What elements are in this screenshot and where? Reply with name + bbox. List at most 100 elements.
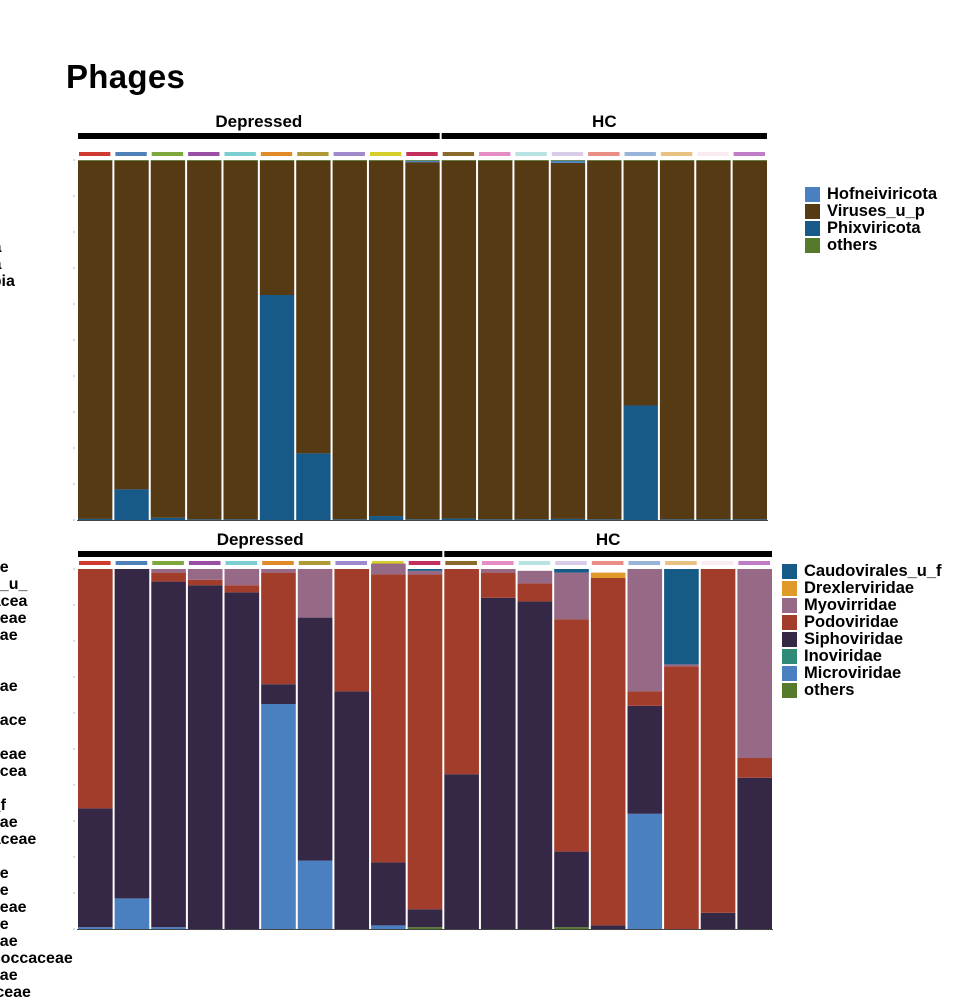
bar-segment [659, 160, 695, 161]
left-label: nacea [0, 593, 28, 610]
bar-segment [223, 519, 258, 520]
legend-item: Myovirridae [782, 596, 942, 614]
bar-segment [405, 160, 440, 163]
legend-label: Siphoviridae [804, 630, 904, 648]
bar-segment [732, 160, 767, 161]
legend-label: Hofneiviricota [827, 185, 938, 203]
legend-item: Inoviridae [782, 647, 942, 665]
sample-strip [115, 561, 148, 565]
bar-segment [187, 569, 223, 580]
bar-segment [296, 160, 331, 454]
sample-strip [333, 152, 365, 156]
bar-segment [405, 519, 440, 520]
legend-label: Phixviricota [827, 219, 921, 237]
sample-strip [298, 561, 331, 565]
bar-segment [587, 160, 622, 520]
sample-strip [518, 561, 551, 565]
legend-swatch [782, 581, 797, 596]
bar-segment [150, 160, 186, 518]
legend-swatch [782, 564, 797, 579]
bar-segment [550, 162, 586, 519]
bar-segment [554, 569, 589, 573]
bar-segment [480, 572, 516, 598]
bar-segment [223, 160, 258, 161]
bar-segment [664, 569, 699, 665]
bar-segment [517, 583, 553, 602]
left-axis-labels-top: snsta sriariaobiap [0, 137, 15, 307]
group-label: HC [596, 530, 621, 549]
legend-label: Myovirridae [804, 596, 897, 614]
left-axis-labels-bottom: eaees_u_naceaaceaeceaeaeeceaeaeccaceface… [0, 559, 73, 1001]
left-label: ccace [0, 712, 27, 729]
bar-segment [259, 160, 295, 161]
legend-item: Podoviridae [782, 613, 942, 631]
left-label: eae [0, 559, 9, 576]
legend-item: Hofneiviricota [805, 185, 938, 203]
sample-strip [445, 561, 477, 565]
sample-strip [624, 152, 656, 156]
sample-strip [115, 152, 147, 156]
bar-segment [623, 160, 658, 161]
sample-strip [733, 152, 765, 156]
sample-strip [665, 561, 697, 565]
bar-segment [480, 597, 516, 929]
legend-swatch [805, 221, 820, 236]
legend-label: Podoviridae [804, 613, 899, 631]
legend-swatch [782, 632, 797, 647]
legend-label: Microviridae [804, 664, 902, 682]
sample-strip [406, 152, 438, 156]
sample-strip [225, 561, 258, 565]
bar-segment [737, 758, 772, 778]
bar-segment [297, 617, 333, 861]
bar-segment [441, 160, 477, 519]
legend-item: others [782, 681, 942, 699]
legend-bottom: Caudovirales_u_f Drexlerviridae Myovirrida… [782, 562, 942, 699]
bar-segment [78, 569, 113, 809]
group-label: Depressed [217, 530, 304, 549]
bar-segment [371, 862, 406, 926]
page-title: Phages [66, 58, 186, 95]
bar-segment [587, 519, 622, 520]
left-label: ceae [0, 933, 18, 950]
legend-swatch [805, 187, 820, 202]
legend-label: others [827, 236, 878, 254]
legend-swatch [782, 649, 797, 664]
bar-segment [550, 160, 586, 161]
sample-strip [515, 152, 547, 156]
bar-segment [550, 518, 586, 520]
bar-segment [78, 518, 113, 520]
bar-segment [150, 160, 186, 161]
left-label: eae [0, 882, 9, 899]
bar-segment [737, 569, 772, 758]
group-label: Depressed [215, 112, 302, 131]
bar-segment [297, 860, 333, 929]
group-bar [78, 133, 440, 139]
bar-segment [151, 569, 186, 573]
sample-strip [260, 152, 293, 156]
bar-segment [517, 601, 553, 929]
sample-strip [262, 561, 294, 565]
bar-segment [114, 160, 149, 161]
left-label: laceae [0, 984, 31, 1001]
bar-segment [223, 160, 258, 520]
left-label: ria [0, 256, 15, 273]
sample-strip [660, 152, 693, 156]
bar-segment [514, 160, 549, 520]
bar-segment [332, 160, 367, 161]
bar-segment [224, 592, 260, 929]
bar-segment [587, 160, 622, 161]
legend-top: Hofneiviricota Viruses_u_p Phixviricota oth… [805, 185, 938, 254]
sample-strip [79, 152, 111, 156]
bar-segment [696, 519, 731, 520]
bar-segment [114, 898, 150, 929]
legend-item: Siphoviridae [782, 630, 942, 648]
bar-segment [737, 777, 772, 929]
bar-segment [623, 160, 658, 406]
sample-strip [479, 152, 511, 156]
group-bar [441, 133, 767, 139]
left-label: llacea [0, 763, 27, 780]
left-label: naceae [0, 831, 37, 848]
bar-segment [150, 517, 186, 520]
sample-strip [151, 152, 184, 156]
bar-segment [296, 453, 331, 520]
